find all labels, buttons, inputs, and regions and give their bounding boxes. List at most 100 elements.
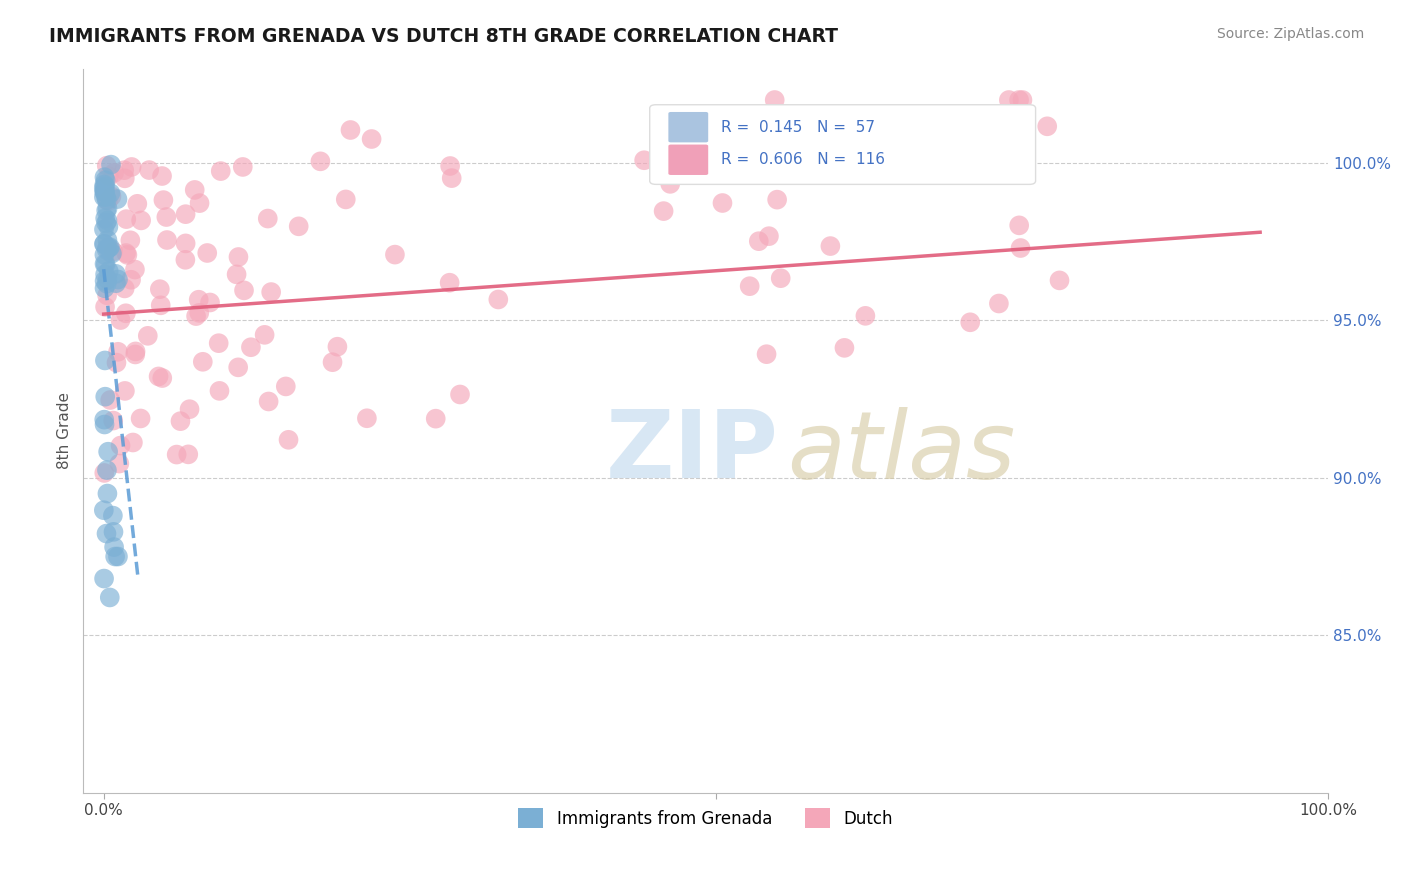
Text: R =  0.606   N =  116: R = 0.606 N = 116: [721, 153, 884, 168]
Point: [94, 173, 117, 187]
Point: [889, 120, 911, 135]
Point: [226, 360, 249, 375]
Point: [96, 241, 118, 255]
Text: ZIP: ZIP: [606, 407, 779, 499]
Point: [257, 394, 280, 409]
Point: [107, 549, 129, 564]
Point: [1049, 273, 1071, 287]
Point: [183, 183, 205, 197]
Legend: Immigrants from Grenada, Dutch: Immigrants from Grenada, Dutch: [512, 801, 900, 835]
Point: [121, 160, 143, 174]
Point: [1008, 219, 1031, 233]
Point: [96, 243, 118, 257]
Point: [274, 379, 297, 393]
Point: [96, 277, 118, 291]
Point: [100, 186, 122, 200]
Point: [96, 202, 118, 216]
Point: [120, 233, 142, 247]
Point: [959, 315, 981, 329]
Point: [188, 306, 211, 320]
Point: [94, 268, 117, 282]
Point: [96, 288, 118, 302]
Point: [94, 257, 117, 271]
Point: [1011, 93, 1033, 107]
Point: [129, 411, 152, 425]
Point: [96, 526, 118, 541]
Point: [149, 282, 172, 296]
Point: [107, 344, 129, 359]
Point: [179, 402, 201, 417]
Point: [103, 166, 125, 180]
Point: [198, 295, 221, 310]
Point: [228, 250, 250, 264]
Point: [439, 276, 461, 290]
Point: [120, 273, 142, 287]
Point: [94, 211, 117, 226]
Point: [124, 347, 146, 361]
FancyBboxPatch shape: [668, 112, 709, 143]
FancyBboxPatch shape: [650, 104, 1036, 185]
Point: [820, 239, 842, 253]
Point: [97, 194, 120, 208]
Point: [93, 190, 115, 204]
Point: [195, 246, 218, 260]
Point: [94, 216, 117, 230]
Point: [105, 356, 128, 370]
Point: [138, 163, 160, 178]
Point: [93, 257, 115, 271]
Point: [124, 344, 146, 359]
Point: [136, 328, 159, 343]
Point: [184, 309, 207, 323]
Point: [115, 306, 138, 320]
Point: [633, 153, 655, 168]
Point: [104, 267, 127, 281]
Point: [425, 411, 447, 425]
Point: [360, 132, 382, 146]
Point: [93, 572, 115, 586]
Point: [855, 309, 877, 323]
Point: [124, 262, 146, 277]
Point: [150, 371, 173, 385]
Text: Source: ZipAtlas.com: Source: ZipAtlas.com: [1216, 27, 1364, 41]
Point: [232, 160, 254, 174]
Point: [449, 387, 471, 401]
Point: [174, 207, 197, 221]
Point: [93, 178, 115, 192]
Point: [149, 298, 172, 312]
Point: [97, 272, 120, 286]
FancyBboxPatch shape: [668, 145, 709, 175]
Point: [758, 229, 780, 244]
Point: [763, 93, 786, 107]
Point: [93, 185, 115, 199]
Point: [755, 347, 778, 361]
Point: [127, 196, 149, 211]
Point: [287, 219, 309, 234]
Point: [309, 154, 332, 169]
Point: [96, 193, 118, 207]
Point: [93, 185, 115, 199]
Point: [103, 524, 125, 539]
Point: [440, 171, 463, 186]
Point: [103, 413, 125, 427]
Point: [96, 159, 118, 173]
Point: [114, 281, 136, 295]
Point: [672, 153, 695, 168]
Point: [100, 158, 122, 172]
Point: [155, 210, 177, 224]
Point: [188, 196, 211, 211]
Text: IMMIGRANTS FROM GRENADA VS DUTCH 8TH GRADE CORRELATION CHART: IMMIGRANTS FROM GRENADA VS DUTCH 8TH GRA…: [49, 27, 838, 45]
Point: [97, 219, 120, 234]
Point: [100, 189, 122, 203]
Point: [93, 248, 115, 262]
Point: [115, 212, 138, 227]
Point: [191, 355, 214, 369]
Point: [110, 313, 132, 327]
Point: [98, 591, 121, 605]
Point: [114, 171, 136, 186]
Point: [104, 549, 127, 564]
Point: [834, 341, 856, 355]
Point: [356, 411, 378, 425]
Point: [93, 503, 115, 517]
Point: [177, 447, 200, 461]
Point: [174, 252, 197, 267]
